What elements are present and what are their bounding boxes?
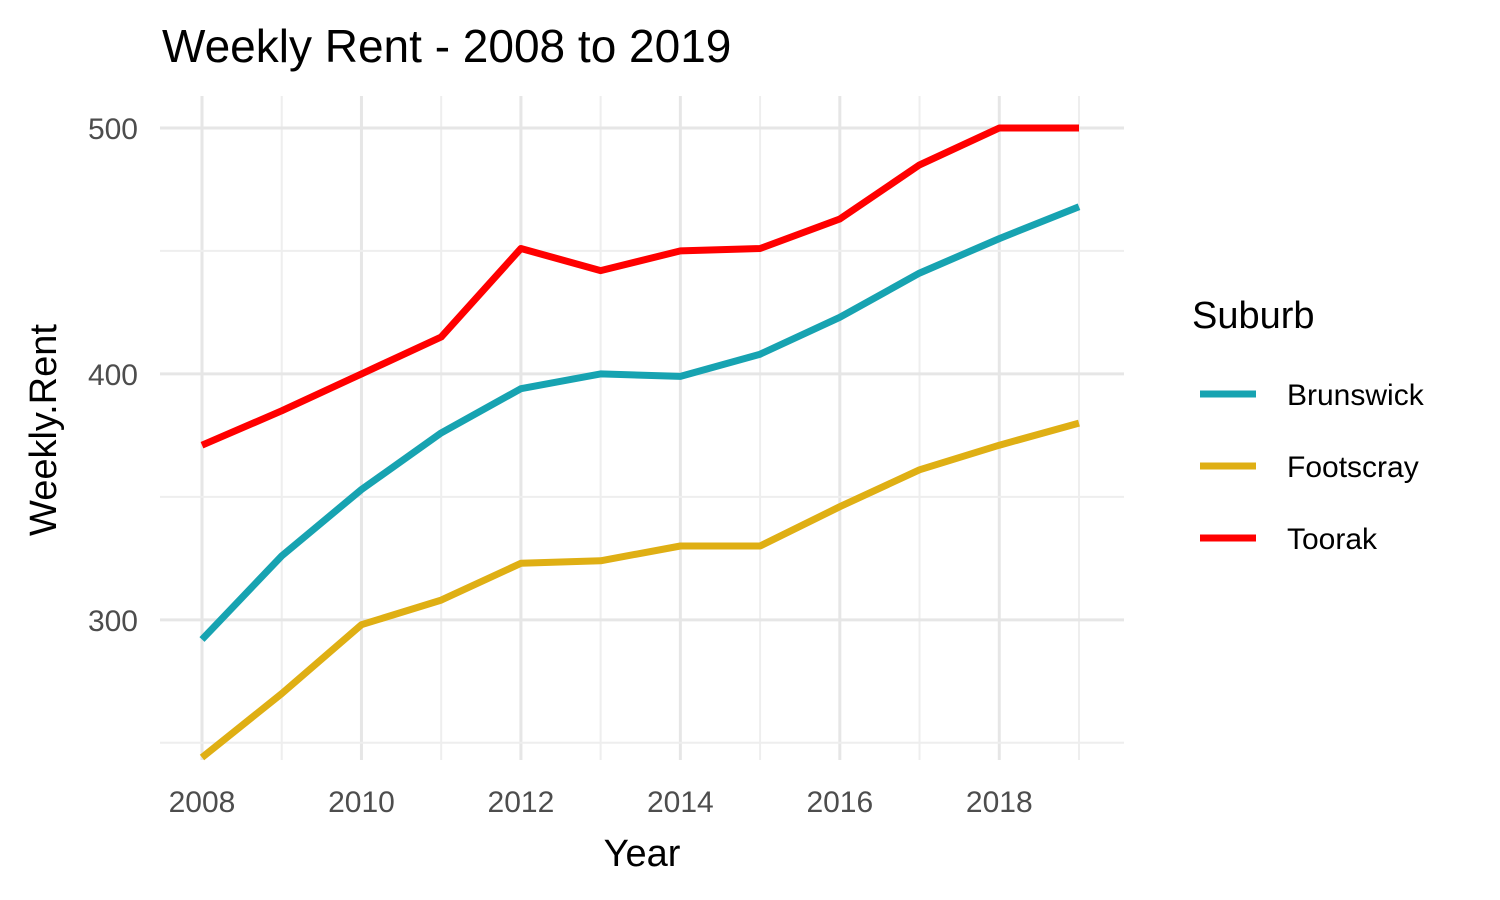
y-axis-title: Weekly.Rent bbox=[23, 324, 65, 536]
y-tick-label: 500 bbox=[88, 113, 138, 146]
x-tick-label: 2010 bbox=[328, 786, 395, 819]
series-line-toorak bbox=[200, 124, 1079, 449]
grid bbox=[160, 96, 1124, 760]
legend: Suburb Brunswick Footscray Toorak bbox=[1192, 295, 1425, 556]
chart-title: Weekly Rent - 2008 to 2019 bbox=[162, 20, 731, 72]
series-line-footscray bbox=[199, 419, 1080, 761]
legend-label: Footscray bbox=[1287, 451, 1419, 484]
legend-item-toorak: Toorak bbox=[1200, 523, 1378, 556]
y-tick-label: 300 bbox=[88, 605, 138, 638]
y-tick-label: 400 bbox=[88, 359, 138, 392]
legend-item-footscray: Footscray bbox=[1200, 451, 1419, 484]
x-axis-title: Year bbox=[604, 833, 681, 875]
x-axis-tick-labels: 2008 2010 2012 2014 2016 2018 bbox=[169, 786, 1033, 819]
x-tick-label: 2012 bbox=[488, 786, 555, 819]
legend-title: Suburb bbox=[1192, 295, 1315, 337]
x-tick-label: 2014 bbox=[647, 786, 714, 819]
legend-item-brunswick: Brunswick bbox=[1200, 379, 1425, 412]
x-tick-label: 2018 bbox=[966, 786, 1033, 819]
y-axis-tick-labels: 300 400 500 bbox=[88, 113, 138, 638]
legend-label: Brunswick bbox=[1287, 379, 1425, 412]
series-line-brunswick bbox=[199, 203, 1081, 642]
series-lines bbox=[199, 124, 1081, 761]
legend-items: Brunswick Footscray Toorak bbox=[1200, 379, 1425, 556]
x-tick-label: 2016 bbox=[806, 786, 873, 819]
x-tick-label: 2008 bbox=[169, 786, 236, 819]
legend-label: Toorak bbox=[1287, 523, 1378, 556]
